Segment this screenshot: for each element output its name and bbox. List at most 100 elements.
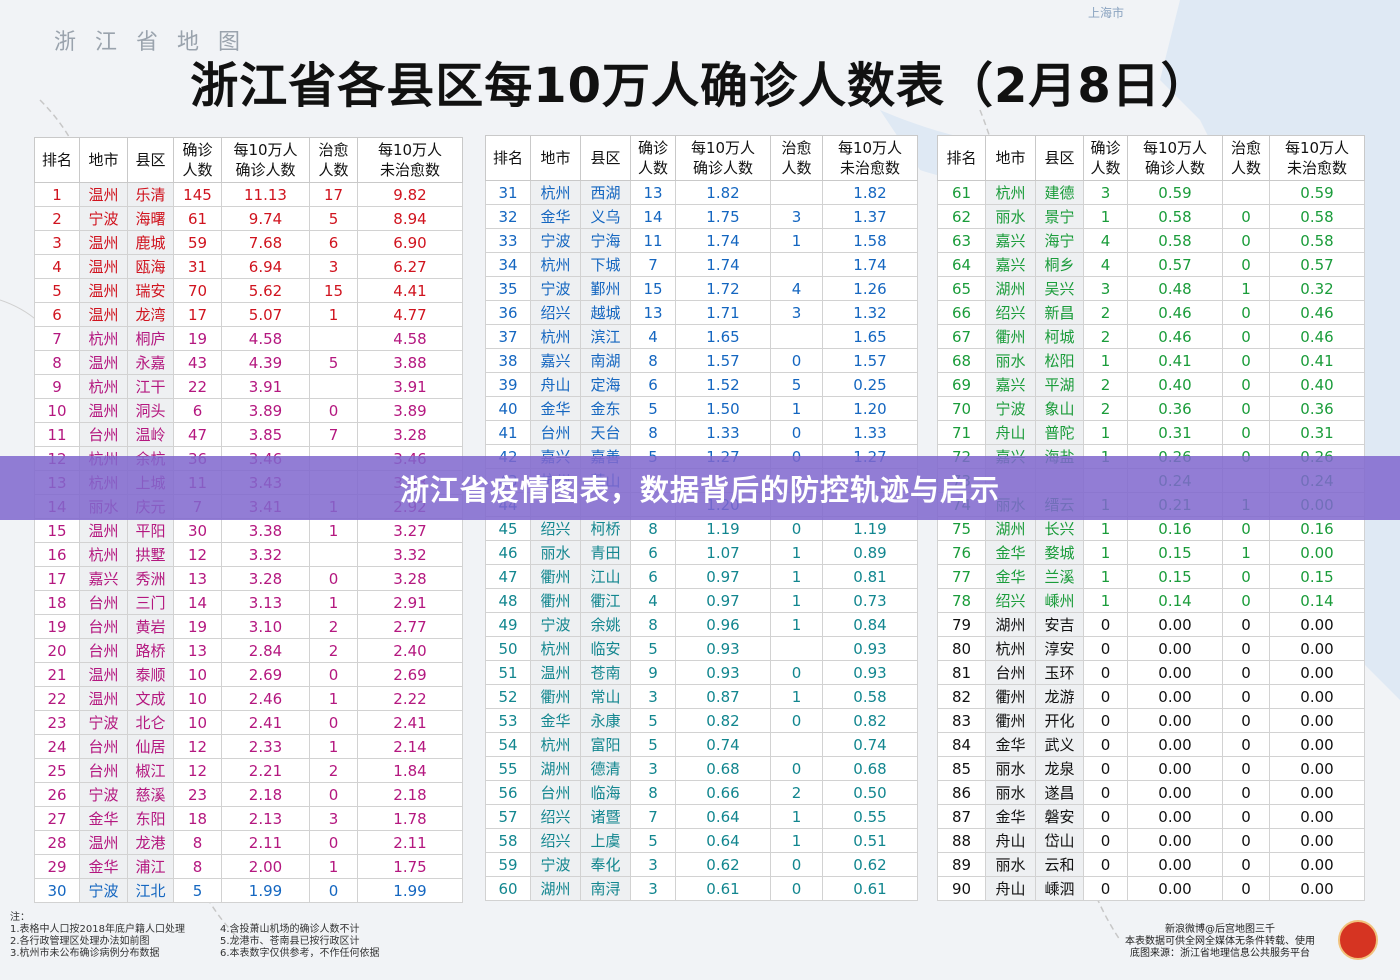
cases-cell: 7 xyxy=(630,252,676,277)
cured-cell: 0 xyxy=(1222,804,1270,829)
table-row: 17 嘉兴 秀洲 13 3.28 0 3.28 xyxy=(34,566,463,591)
city-cell: 宁波 xyxy=(79,782,128,807)
cured-cell xyxy=(770,180,823,205)
ranking-table-3: 排名 地市 县区 确诊 人数 每10万人 确诊人数 治愈 人数 每10万人 未治愈数 61 杭… xyxy=(937,135,1365,901)
per100k-cell: 1.75 xyxy=(675,204,771,229)
table-row: 88 舟山 岱山 0 0.00 0 0.00 xyxy=(937,828,1365,853)
city-cell: 台州 xyxy=(79,758,128,783)
table-row: 2 宁波 海曙 61 9.74 5 8.94 xyxy=(34,206,463,231)
uncured-cell: 4.41 xyxy=(357,278,463,303)
cured-cell xyxy=(309,542,358,567)
city-cell: 金华 xyxy=(985,540,1036,565)
rank-cell: 66 xyxy=(937,300,986,325)
city-cell: 丽水 xyxy=(985,756,1036,781)
rank-cell: 20 xyxy=(34,638,80,663)
city-cell: 温州 xyxy=(79,662,128,687)
county-cell: 武义 xyxy=(1035,732,1084,757)
per100k-cell: 0.46 xyxy=(1127,324,1223,349)
city-cell: 杭州 xyxy=(985,180,1036,205)
column-header: 排名 xyxy=(485,135,531,181)
rank-cell: 81 xyxy=(937,660,986,685)
uncured-cell: 2.69 xyxy=(357,662,463,687)
column-header: 每10万人 未治愈数 xyxy=(1269,135,1365,181)
rank-cell: 39 xyxy=(485,372,531,397)
uncured-cell: 2.14 xyxy=(357,734,463,759)
per100k-cell: 0.66 xyxy=(675,780,771,805)
county-cell: 宁海 xyxy=(580,228,631,253)
cured-cell: 0 xyxy=(770,348,823,373)
cases-cell: 3 xyxy=(630,684,676,709)
table-row: 28 温州 龙港 8 2.11 0 2.11 xyxy=(34,830,463,855)
county-cell: 东阳 xyxy=(127,806,174,831)
city-cell: 温州 xyxy=(79,230,128,255)
table-row: 10 温州 洞头 6 3.89 0 3.89 xyxy=(34,398,463,423)
cases-cell: 5 xyxy=(630,732,676,757)
county-cell: 桐庐 xyxy=(127,326,174,351)
rank-cell: 5 xyxy=(34,278,80,303)
rank-cell: 71 xyxy=(937,420,986,445)
per100k-cell: 3.32 xyxy=(221,542,310,567)
city-cell: 绍兴 xyxy=(530,300,581,325)
table-row: 22 温州 文成 10 2.46 1 2.22 xyxy=(34,686,463,711)
uncured-cell: 0.00 xyxy=(1269,636,1365,661)
rank-cell: 60 xyxy=(485,876,531,901)
cases-cell: 3 xyxy=(630,876,676,901)
rank-cell: 64 xyxy=(937,252,986,277)
cured-cell: 0 xyxy=(770,756,823,781)
table-row: 55 湖州 德清 3 0.68 0 0.68 xyxy=(485,756,918,781)
cases-cell: 1 xyxy=(1083,564,1128,589)
table-row: 46 丽水 青田 6 1.07 1 0.89 xyxy=(485,540,918,565)
cases-cell: 12 xyxy=(173,734,222,759)
cases-cell: 0 xyxy=(1083,732,1128,757)
uncured-cell: 1.78 xyxy=(357,806,463,831)
county-cell: 南浔 xyxy=(580,876,631,901)
credit-line: 新浪微博@后宫地图三千 xyxy=(1165,924,1275,935)
uncured-cell: 0.14 xyxy=(1269,588,1365,613)
per100k-cell: 2.41 xyxy=(221,710,310,735)
cured-cell xyxy=(309,326,358,351)
rank-cell: 53 xyxy=(485,708,531,733)
per100k-cell: 0.36 xyxy=(1127,396,1223,421)
county-cell: 龙泉 xyxy=(1035,756,1084,781)
cured-cell xyxy=(770,636,823,661)
city-cell: 温州 xyxy=(79,830,128,855)
column-header: 每10万人 确诊人数 xyxy=(1127,135,1223,181)
cured-cell: 1 xyxy=(770,612,823,637)
cured-cell: 1 xyxy=(770,588,823,613)
cured-cell: 2 xyxy=(309,758,358,783)
per100k-cell: 9.74 xyxy=(221,206,310,231)
cured-cell: 0 xyxy=(1222,516,1270,541)
uncured-cell: 0.81 xyxy=(822,564,918,589)
rank-cell: 57 xyxy=(485,804,531,829)
cases-cell: 9 xyxy=(630,660,676,685)
rank-cell: 27 xyxy=(34,806,80,831)
rank-cell: 41 xyxy=(485,420,531,445)
per100k-cell: 2.33 xyxy=(221,734,310,759)
cured-cell: 0 xyxy=(1222,708,1270,733)
rank-cell: 87 xyxy=(937,804,986,829)
cases-cell: 0 xyxy=(1083,804,1128,829)
city-cell: 宁波 xyxy=(530,228,581,253)
cases-cell: 1 xyxy=(1083,516,1128,541)
cured-cell: 0 xyxy=(1222,636,1270,661)
uncured-cell: 1.58 xyxy=(822,228,918,253)
cured-cell: 0 xyxy=(1222,756,1270,781)
cases-cell: 145 xyxy=(173,182,222,207)
cured-cell: 1 xyxy=(1222,276,1270,301)
cured-cell: 3 xyxy=(770,300,823,325)
county-cell: 义乌 xyxy=(580,204,631,229)
table-row: 56 台州 临海 8 0.66 2 0.50 xyxy=(485,780,918,805)
per100k-cell: 0.48 xyxy=(1127,276,1223,301)
rank-cell: 30 xyxy=(34,878,80,903)
uncured-cell: 0.57 xyxy=(1269,252,1365,277)
uncured-cell: 0.40 xyxy=(1269,372,1365,397)
uncured-cell: 2.11 xyxy=(357,830,463,855)
county-cell: 南湖 xyxy=(580,348,631,373)
cases-cell: 31 xyxy=(173,254,222,279)
cases-cell: 2 xyxy=(1083,372,1128,397)
city-cell: 台州 xyxy=(530,420,581,445)
uncured-cell: 1.32 xyxy=(822,300,918,325)
county-cell: 柯城 xyxy=(1035,324,1084,349)
county-cell: 岱山 xyxy=(1035,828,1084,853)
uncured-cell: 0.84 xyxy=(822,612,918,637)
